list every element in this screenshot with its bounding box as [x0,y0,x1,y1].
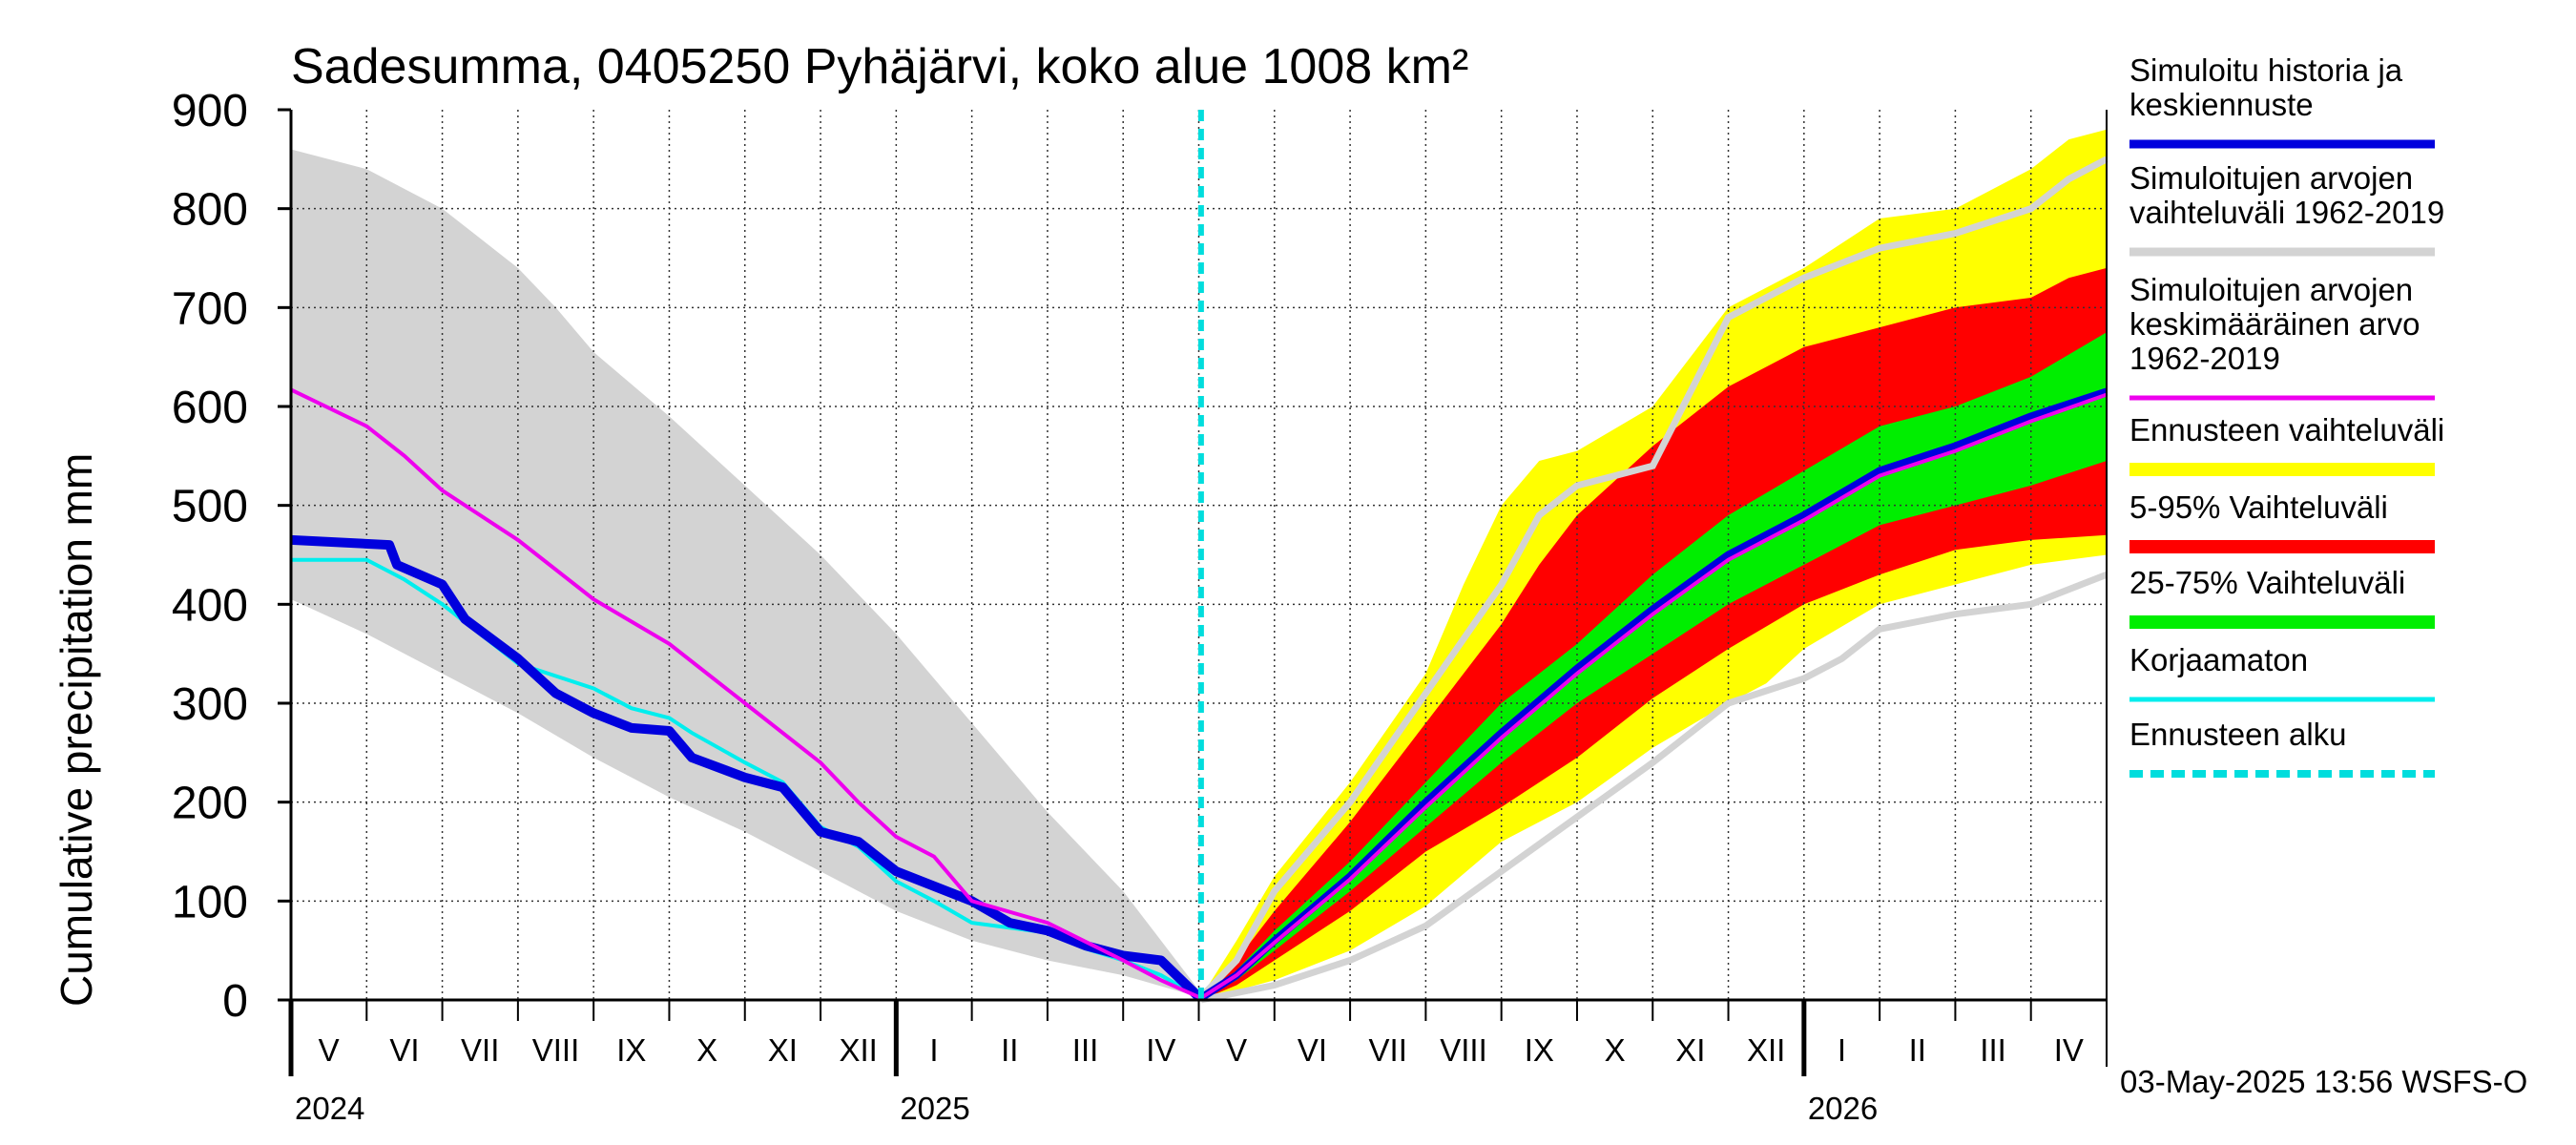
month-label: I [1838,1032,1846,1068]
month-label: XI [768,1032,798,1068]
simulated-mean-line [290,387,1200,999]
legend-label: Simuloitu historia ja [2129,52,2403,88]
historical-max-line [1198,156,2109,1000]
month-label: XII [840,1032,878,1068]
year-label: 2026 [1808,1091,1878,1126]
month-label: IX [1525,1032,1554,1068]
month-label: V [319,1032,340,1068]
year-label: 2024 [295,1091,364,1126]
grid [291,110,2107,1000]
y-tick-label: 700 [172,283,248,334]
y-tick-label: 0 [222,976,248,1027]
timestamp-footer: 03-May-2025 13:56 WSFS-O [2120,1064,2527,1099]
p25-75-band [1200,332,2107,999]
legend-item-forecast_range: Ennusteen vaihteluväli [2129,412,2444,476]
y-tick-label: 400 [172,580,248,631]
plot-area [290,110,2109,1004]
history-line [290,534,1202,1001]
month-label: IX [616,1032,646,1068]
legend-label: Simuloitujen arvojen [2129,272,2413,307]
y-tick-label: 600 [172,383,248,433]
y-tick-label: 300 [172,679,248,730]
legend-item-uncorrected: Korjaamaton [2129,642,2435,702]
legend-label: Simuloitujen arvojen [2129,160,2413,196]
month-label: V [1226,1032,1247,1068]
legend-label: Korjaamaton [2129,642,2308,677]
month-label: III [1980,1032,2006,1068]
legend-label: vaihteluväli 1962-2019 [2129,195,2444,230]
month-label: I [929,1032,938,1068]
legend-label: keskiennuste [2129,87,2314,122]
forecast-mean-line [1199,392,2108,1000]
y-tick-label: 900 [172,86,248,136]
month-label: VI [389,1032,419,1068]
y-tick-label: 800 [172,185,248,236]
month-label: VI [1298,1032,1327,1068]
historical-min-line [1200,571,2109,1004]
legend-label: 25-75% Vaihteluväli [2129,565,2405,600]
legend-label: 1962-2019 [2129,341,2280,376]
legend: Simuloitu historia jakeskiennusteSimuloi… [2129,52,2444,778]
month-label: IV [1146,1032,1175,1068]
month-label: XII [1747,1032,1785,1068]
y-tick-label: 500 [172,482,248,532]
month-label: VII [1369,1032,1407,1068]
historical-range-band [291,149,1199,997]
month-label: VIII [532,1032,580,1068]
month-label: II [1909,1032,1926,1068]
month-label: II [1001,1032,1018,1068]
chart-title: Sadesumma, 0405250 Pyhäjärvi, koko alue … [291,39,1468,94]
month-label: IV [2054,1032,2084,1068]
month-label: VIII [1440,1032,1487,1068]
month-label: VII [461,1032,499,1068]
legend-label: Ennusteen alku [2129,717,2347,752]
legend-item-p5_95: 5-95% Vaihteluväli [2129,489,2435,553]
legend-label: Ennusteen vaihteluväli [2129,412,2444,448]
month-label: III [1072,1032,1099,1068]
month-label: XI [1675,1032,1705,1068]
legend-item-forecast_start: Ennusteen alku [2129,717,2435,778]
y-tick-label: 100 [172,877,248,927]
month-label: X [1605,1032,1626,1068]
year-label: 2025 [900,1091,969,1126]
legend-label: keskimääräinen arvo [2129,306,2420,342]
y-axis-label: Cumulative precipitation mm [52,453,101,1007]
y-tick-label: 200 [172,779,248,829]
legend-item-p25_75: 25-75% Vaihteluväli [2129,565,2435,629]
month-label: X [696,1032,717,1068]
legend-label: 5-95% Vaihteluväli [2129,489,2388,525]
